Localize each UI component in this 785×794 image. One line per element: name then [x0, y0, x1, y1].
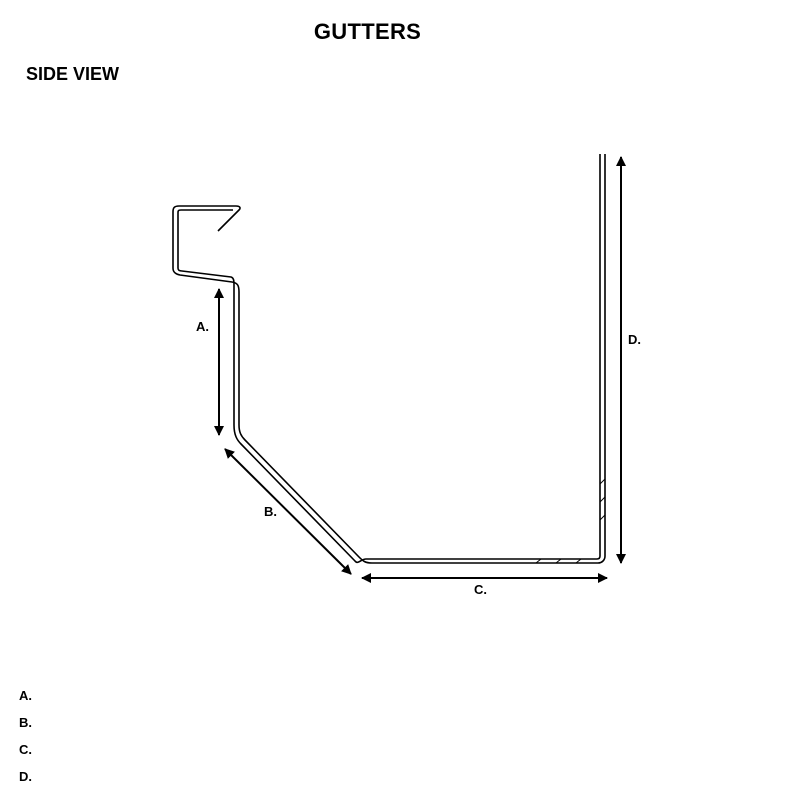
dimension-b-arrow — [224, 448, 352, 575]
gutter-profile-outer — [172, 154, 606, 564]
dimension-d-label: D. — [628, 332, 641, 347]
legend-item-d: D. — [19, 769, 32, 784]
dimension-c-label: C. — [474, 582, 487, 597]
legend-item-b: B. — [19, 715, 32, 730]
legend-item-c: C. — [19, 742, 32, 757]
gutter-profile-inner — [177, 154, 601, 564]
dimension-b-label: B. — [264, 504, 277, 519]
dimension-a-label: A. — [196, 319, 209, 334]
view-subtitle: SIDE VIEW — [26, 64, 120, 84]
legend-item-a: A. — [19, 688, 32, 703]
dimension-legend: A. B. C. D. — [19, 686, 32, 794]
corner-hatch-marks — [535, 478, 606, 564]
page-title: GUTTERS — [313, 19, 422, 44]
